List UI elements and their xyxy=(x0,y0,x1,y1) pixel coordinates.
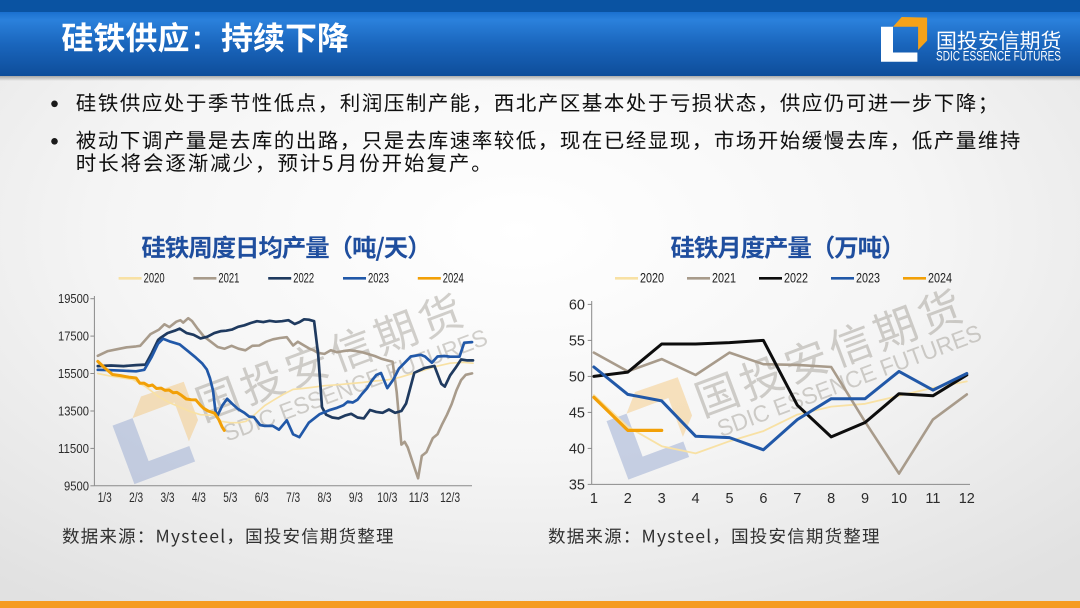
svg-text:2023: 2023 xyxy=(368,271,389,286)
svg-text:2020: 2020 xyxy=(640,271,664,286)
svg-text:2024: 2024 xyxy=(443,271,464,286)
svg-text:50: 50 xyxy=(569,369,585,385)
svg-text:15500: 15500 xyxy=(58,366,89,381)
svg-text:17500: 17500 xyxy=(58,329,89,344)
svg-text:9: 9 xyxy=(861,491,869,507)
svg-text:45: 45 xyxy=(569,405,585,421)
svg-text:10: 10 xyxy=(891,491,907,507)
svg-text:10/3: 10/3 xyxy=(377,490,397,505)
svg-text:5/3: 5/3 xyxy=(223,490,237,505)
svg-text:7/3: 7/3 xyxy=(286,490,300,505)
svg-text:3/3: 3/3 xyxy=(161,490,175,505)
svg-text:4/3: 4/3 xyxy=(192,490,206,505)
svg-text:2/3: 2/3 xyxy=(129,490,143,505)
svg-text:40: 40 xyxy=(569,441,585,457)
svg-text:11/3: 11/3 xyxy=(409,490,429,505)
svg-text:1: 1 xyxy=(590,491,598,507)
svg-text:1/3: 1/3 xyxy=(98,490,112,505)
svg-text:35: 35 xyxy=(569,477,585,493)
svg-text:2: 2 xyxy=(624,491,632,507)
svg-text:2021: 2021 xyxy=(218,271,239,286)
svg-text:19500: 19500 xyxy=(58,291,89,306)
svg-text:9500: 9500 xyxy=(64,478,89,493)
svg-text:2022: 2022 xyxy=(293,271,314,286)
svg-text:7: 7 xyxy=(793,491,801,507)
svg-text:8: 8 xyxy=(827,491,835,507)
svg-text:6/3: 6/3 xyxy=(255,490,269,505)
svg-text:11500: 11500 xyxy=(58,441,89,456)
svg-text:9/3: 9/3 xyxy=(349,490,363,505)
svg-text:13500: 13500 xyxy=(58,404,89,419)
svg-text:2023: 2023 xyxy=(856,271,880,286)
svg-text:3: 3 xyxy=(658,491,666,507)
svg-text:5: 5 xyxy=(725,491,733,507)
svg-text:12/3: 12/3 xyxy=(440,490,460,505)
svg-text:60: 60 xyxy=(569,297,585,313)
svg-text:2020: 2020 xyxy=(144,271,165,286)
svg-text:SDIC ESSENCE FUTURES: SDIC ESSENCE FUTURES xyxy=(936,49,1061,64)
svg-text:12: 12 xyxy=(959,491,975,507)
svg-text:2021: 2021 xyxy=(712,271,736,286)
svg-text:11: 11 xyxy=(925,491,940,507)
svg-text:6: 6 xyxy=(759,491,767,507)
svg-text:4: 4 xyxy=(692,491,700,507)
svg-text:55: 55 xyxy=(569,333,585,349)
svg-text:2024: 2024 xyxy=(928,271,952,286)
svg-text:2022: 2022 xyxy=(784,271,808,286)
svg-text:8/3: 8/3 xyxy=(318,490,332,505)
